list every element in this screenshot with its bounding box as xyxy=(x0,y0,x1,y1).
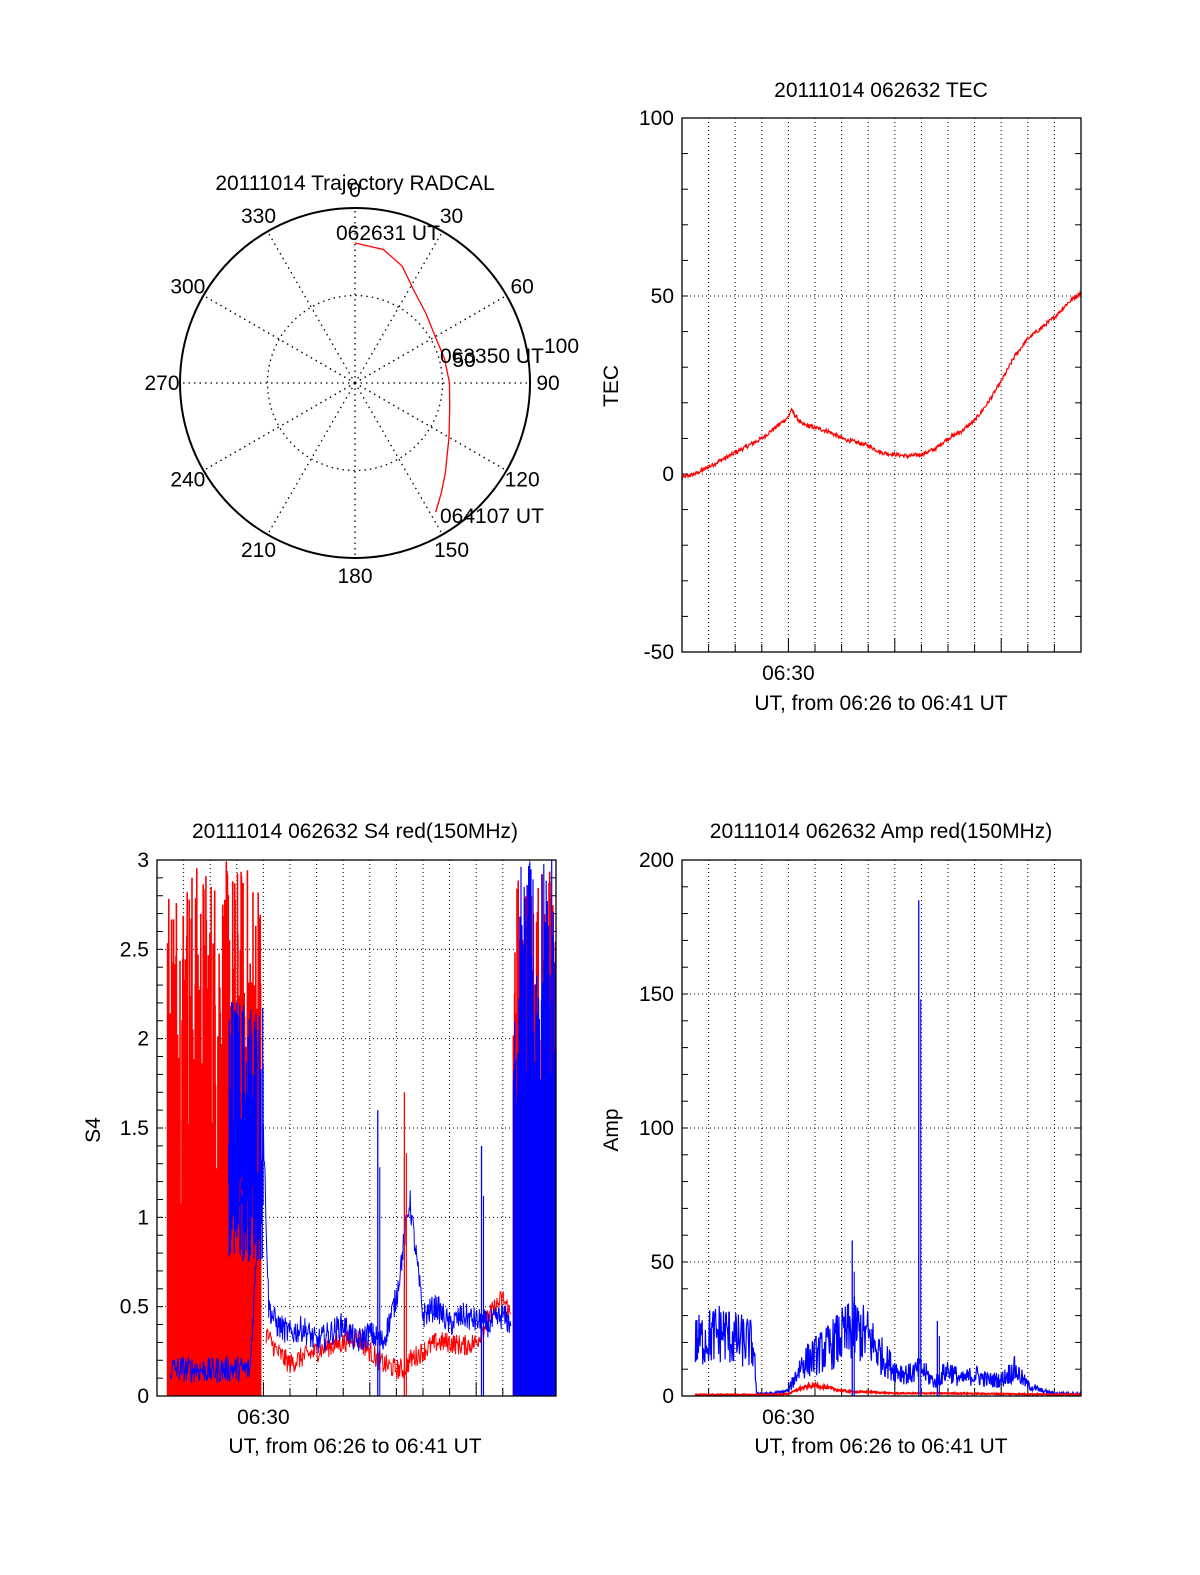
noise-band xyxy=(228,1001,264,1262)
polar-trajectory-plot: 20111014 Trajectory RADCAL 0 30 60 90 120 150… xyxy=(144,172,579,588)
y-tick-label: 50 xyxy=(651,285,674,308)
tec-plot: 20111014 062632 TEC UT, from 06:26 to 06… xyxy=(600,79,1082,715)
series-line xyxy=(265,1291,512,1380)
amp-xlabel: UT, from 06:26 to 06:41 UT xyxy=(754,1435,1007,1458)
y-tick-label: 100 xyxy=(639,1117,674,1140)
y-tick-label: 2.5 xyxy=(120,938,149,961)
y-tick-label: 1 xyxy=(137,1206,149,1229)
y-tick-label: -50 xyxy=(644,641,674,664)
s4-title: 20111014 062632 S4 red(150MHz) xyxy=(192,820,518,843)
polar-spoke xyxy=(354,382,507,472)
y-tick-label: 0 xyxy=(137,1385,149,1408)
y-tick-label: 1.5 xyxy=(120,1117,149,1140)
polar-grid-ring xyxy=(266,294,444,472)
polar-angle-label: 330 xyxy=(241,205,276,228)
tec-xlabel: UT, from 06:26 to 06:41 UT xyxy=(754,692,1007,715)
amp-ylabel: Amp xyxy=(600,1108,623,1151)
polar-angle-label: 300 xyxy=(170,276,205,299)
polar-angle-label: 240 xyxy=(170,469,205,492)
noise-band xyxy=(512,860,557,1396)
plot-frame xyxy=(681,117,1082,653)
trajectory-time-label: 063350 UT xyxy=(440,345,544,368)
polar-angle-label: 0 xyxy=(349,179,361,202)
polar-radial-label-50: 50 xyxy=(453,349,476,372)
amp-plot: 20111014 062632 Amp red(150MHz) UT, from… xyxy=(600,820,1082,1458)
y-tick-label: 3 xyxy=(137,849,149,872)
plot-frame xyxy=(156,859,557,1397)
x-tick-label: 06:30 xyxy=(762,1406,815,1429)
series-line xyxy=(681,290,1082,481)
s4-ylabel: S4 xyxy=(82,1117,105,1143)
s4-plot: 20111014 062632 S4 red(150MHz) UT, from … xyxy=(82,820,557,1458)
polar-spoke xyxy=(266,231,356,384)
y-tick-label: 150 xyxy=(639,983,674,1006)
polar-outer-ring xyxy=(179,207,531,559)
y-tick-label: 50 xyxy=(651,1251,674,1274)
polar-angle-label: 120 xyxy=(505,469,540,492)
amp-title: 20111014 062632 Amp red(150MHz) xyxy=(710,820,1052,843)
tec-title: 20111014 062632 TEC xyxy=(774,79,988,102)
polar-title: 20111014 Trajectory RADCAL xyxy=(215,172,494,195)
series-line xyxy=(694,1381,1082,1397)
y-tick-label: 100 xyxy=(639,107,674,130)
x-tick-label: 06:30 xyxy=(237,1406,290,1429)
trajectory-time-label: 064107 UT xyxy=(440,505,544,528)
polar-angle-label: 270 xyxy=(144,372,179,395)
plot-frame xyxy=(681,859,1082,1397)
polar-angle-label: 30 xyxy=(440,205,463,228)
trajectory-line xyxy=(354,242,451,513)
s4-xlabel: UT, from 06:26 to 06:41 UT xyxy=(228,1435,481,1458)
series-line xyxy=(169,1123,512,1384)
y-tick-label: 0 xyxy=(662,1385,674,1408)
polar-angle-label: 90 xyxy=(536,372,559,395)
polar-angle-label: 60 xyxy=(510,276,533,299)
x-tick-label: 06:30 xyxy=(762,662,815,685)
polar-angle-label: 180 xyxy=(337,565,372,588)
y-tick-label: 2 xyxy=(137,1028,149,1051)
tec-ylabel: TEC xyxy=(600,365,623,407)
y-tick-label: 200 xyxy=(639,849,674,872)
y-tick-label: 0 xyxy=(662,463,674,486)
polar-spoke xyxy=(266,382,356,535)
series-line xyxy=(694,1295,1082,1397)
polar-radial-label-100: 100 xyxy=(544,335,579,358)
trajectory-time-label: 062631 UT xyxy=(336,222,440,245)
polar-angle-label: 150 xyxy=(434,539,469,562)
polar-spoke xyxy=(203,382,356,472)
polar-spoke xyxy=(354,382,444,535)
polar-spoke xyxy=(354,294,507,384)
y-tick-label: 0.5 xyxy=(120,1296,149,1319)
polar-angle-label: 210 xyxy=(241,539,276,562)
